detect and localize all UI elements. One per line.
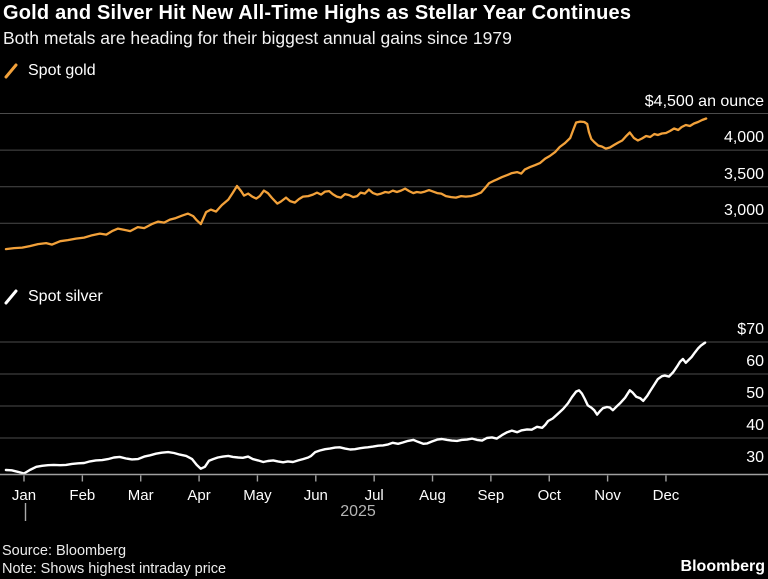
x-axis-label-Sep: Sep (477, 487, 505, 504)
x-axis-label-Nov: Nov (594, 487, 621, 504)
x-axis-label-Jan: Jan (11, 487, 37, 504)
gold-line-swatch-icon (4, 63, 18, 79)
spot-silver-series-line (4, 341, 707, 475)
silver-line-swatch-icon (4, 289, 18, 305)
x-axis-label-Oct: Oct (537, 487, 561, 504)
legend-label-gold: Spot gold (28, 62, 96, 79)
spot-gold-series-line (4, 117, 708, 251)
page-title: Gold and Silver Hit New All-Time Highs a… (3, 2, 632, 24)
y-axis-label-spot-gold-3500: 3,500 (723, 165, 764, 183)
x-axis-label-Dec: Dec (652, 487, 680, 504)
y-axis-label-spot-gold-4000: 4,000 (723, 129, 764, 147)
y-axis-label-spot-silver-60: 60 (746, 353, 764, 370)
chart-subtitle: Both metals are heading for their bigges… (3, 28, 512, 48)
legend-spot-silver: Spot silver (4, 288, 103, 306)
y-axis-label-spot-silver-70: $70 (737, 321, 764, 338)
x-axis-label-Feb: Feb (69, 487, 96, 504)
x-axis-label-May: May (243, 487, 272, 504)
y-axis-label-spot-silver-30: 30 (746, 449, 764, 466)
x-axis-label-Apr: Apr (187, 487, 211, 504)
x-axis-label-Mar: Mar (127, 487, 154, 504)
y-axis-label-spot-gold-3000: 3,000 (723, 202, 764, 220)
source-text: Source: Bloomberg (2, 543, 127, 559)
y-axis-label-spot-gold-4500: $4,500 an ounce (644, 92, 764, 110)
x-axis-year-label: 2025 (340, 503, 376, 520)
note-text: Note: Shows highest intraday price (2, 561, 227, 577)
x-axis-label-Jun: Jun (303, 487, 328, 504)
x-axis-label-Jul: Jul (364, 487, 384, 504)
legend-label-silver: Spot silver (28, 288, 103, 305)
y-axis-label-spot-silver-50: 50 (746, 385, 764, 402)
y-axis-label-spot-silver-40: 40 (746, 417, 764, 434)
x-axis-label-Aug: Aug (419, 487, 446, 504)
bloomberg-logo: Bloomberg (680, 558, 765, 575)
legend-spot-gold: Spot gold (4, 62, 96, 80)
